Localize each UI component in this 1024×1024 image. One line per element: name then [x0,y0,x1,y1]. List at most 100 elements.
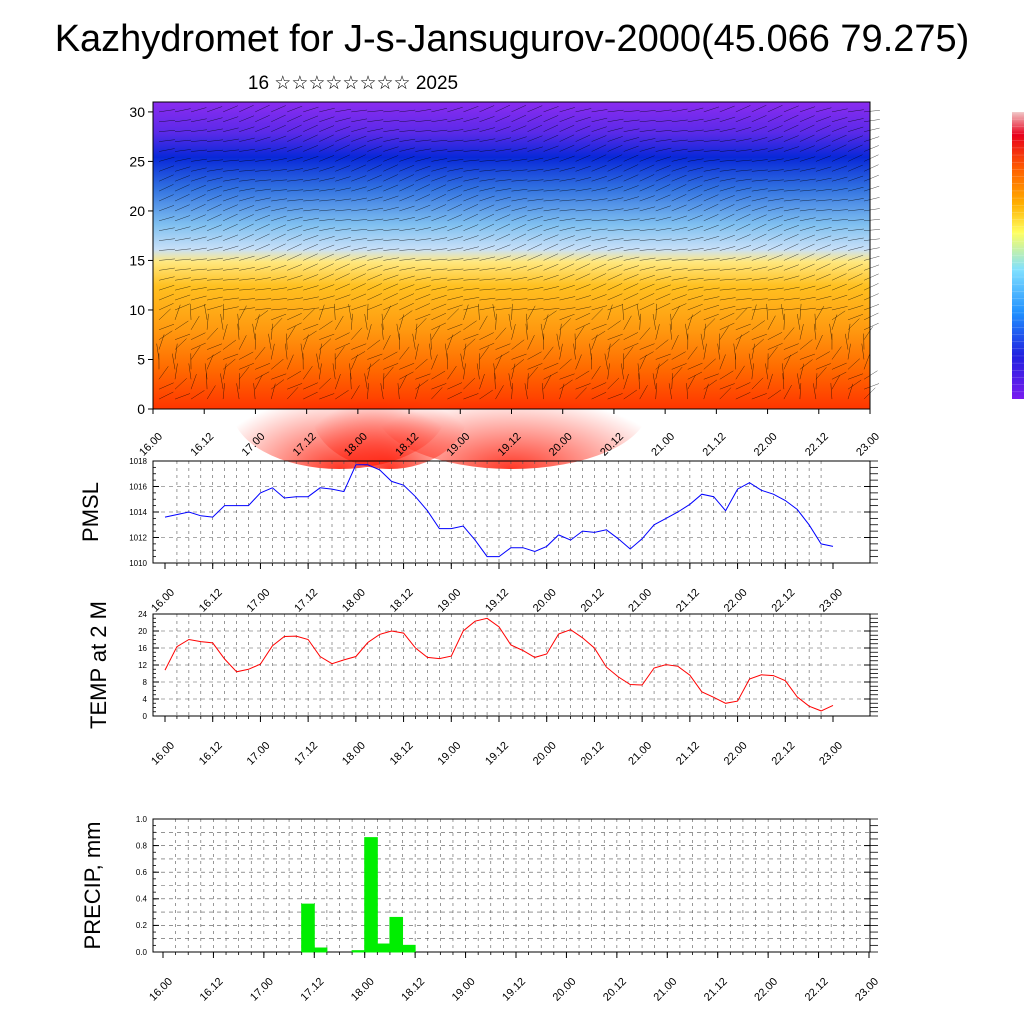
wind-barb [639,184,655,192]
wind-barb [447,167,464,172]
wind-barb [447,382,463,390]
wind-barb [765,363,769,380]
wind-barb [511,243,527,251]
wind-barb [303,199,320,202]
wind-barb [671,351,686,360]
wind-barb [191,149,207,152]
wind-barb [463,305,479,311]
wind-barb [815,235,832,241]
wind-barb [463,128,480,132]
wind-barb [239,363,254,370]
wind-barb [559,134,575,142]
wind-barb [735,334,742,350]
wind-barb [591,294,607,301]
precip-bar [301,903,315,953]
wind-barb [639,155,655,162]
wind-barb [639,283,655,291]
wind-barb [767,198,784,202]
wind-barb [638,373,640,390]
wind-barb [719,159,736,162]
wind-barb [492,304,496,320]
wind-barb [463,363,466,380]
wind-barb [783,275,800,281]
wind-barb [511,197,528,202]
wind-barb [191,287,207,291]
wind-barb [639,174,655,182]
wind-barb [831,310,846,321]
wind-barb [799,189,816,192]
wind-barb [174,320,189,330]
x-tick-label: 22.00 [722,587,750,615]
wind-barb [287,313,302,321]
wind-barb [639,313,641,330]
wind-barb [348,304,352,320]
y-tick-label: 12 [138,661,147,670]
wind-barb [381,323,384,340]
wind-barb [735,267,752,271]
wind-barb [623,293,639,301]
y-tick-label: 1.0 [136,815,148,824]
wind-barb [559,244,575,251]
wind-barb [285,343,288,360]
wind-barb [319,144,334,152]
wind-barb [575,387,587,400]
wind-barb [767,332,783,340]
wind-barb [367,238,384,241]
wind-barb [813,383,817,400]
wind-barb [191,258,207,261]
x-tick-label: 21.00 [651,976,679,1004]
x-tick-label: 16.12 [197,587,225,615]
wind-barb [799,303,802,320]
wind-barb [367,383,369,400]
y-tick-label: 0.6 [136,868,148,877]
wind-barb [543,263,559,271]
wind-barb [158,205,175,212]
x-tick-label: 23.00 [817,740,845,768]
wind-barb [271,379,285,390]
wind-barb [303,167,319,172]
wind-barb [511,265,527,271]
wind-barb [463,177,480,182]
wind-barb [319,320,333,330]
wind-barb [255,125,271,132]
wind-barb [495,104,511,113]
wind-barb [511,136,527,142]
wind-barb [191,139,208,142]
wind-barb [863,185,880,192]
pmsl-panel: 1010 1012 1014 1016 1018 16.00 16.12 17.00 17.12… [78,457,878,615]
wind-barb [239,267,255,271]
wind-barb [719,246,736,251]
wind-barb [351,385,360,400]
wind-barb [671,130,688,132]
wind-barb [383,257,400,261]
wind-barb [671,184,687,192]
wind-barb [575,209,592,212]
wind-barb [303,217,320,222]
wind-barb [543,274,559,281]
wind-barb [495,298,512,301]
wind-barb [719,383,735,390]
wind-barb [639,266,656,271]
wind-barb [286,354,294,370]
wind-barb [236,383,240,400]
wind-barb [511,287,528,291]
x-tick-label: 18.12 [388,587,416,615]
wind-barb [206,203,222,212]
x-tick-label: 16.00 [149,740,177,768]
wind-barb [255,147,271,152]
wind-barb [591,334,598,350]
wind-barb [415,227,432,231]
wind-barb [190,315,200,330]
wind-barb [847,154,863,162]
wind-barb [447,194,463,202]
wind-barb [783,157,800,162]
wind-barb [399,275,415,281]
wind-barb [415,313,431,321]
wind-barb [271,189,288,192]
wind-barb [815,363,831,370]
wind-barb [479,204,495,212]
wind-barb [383,174,398,182]
wind-barb [415,238,432,241]
wind-barb [799,199,816,202]
wind-barb [303,382,318,390]
